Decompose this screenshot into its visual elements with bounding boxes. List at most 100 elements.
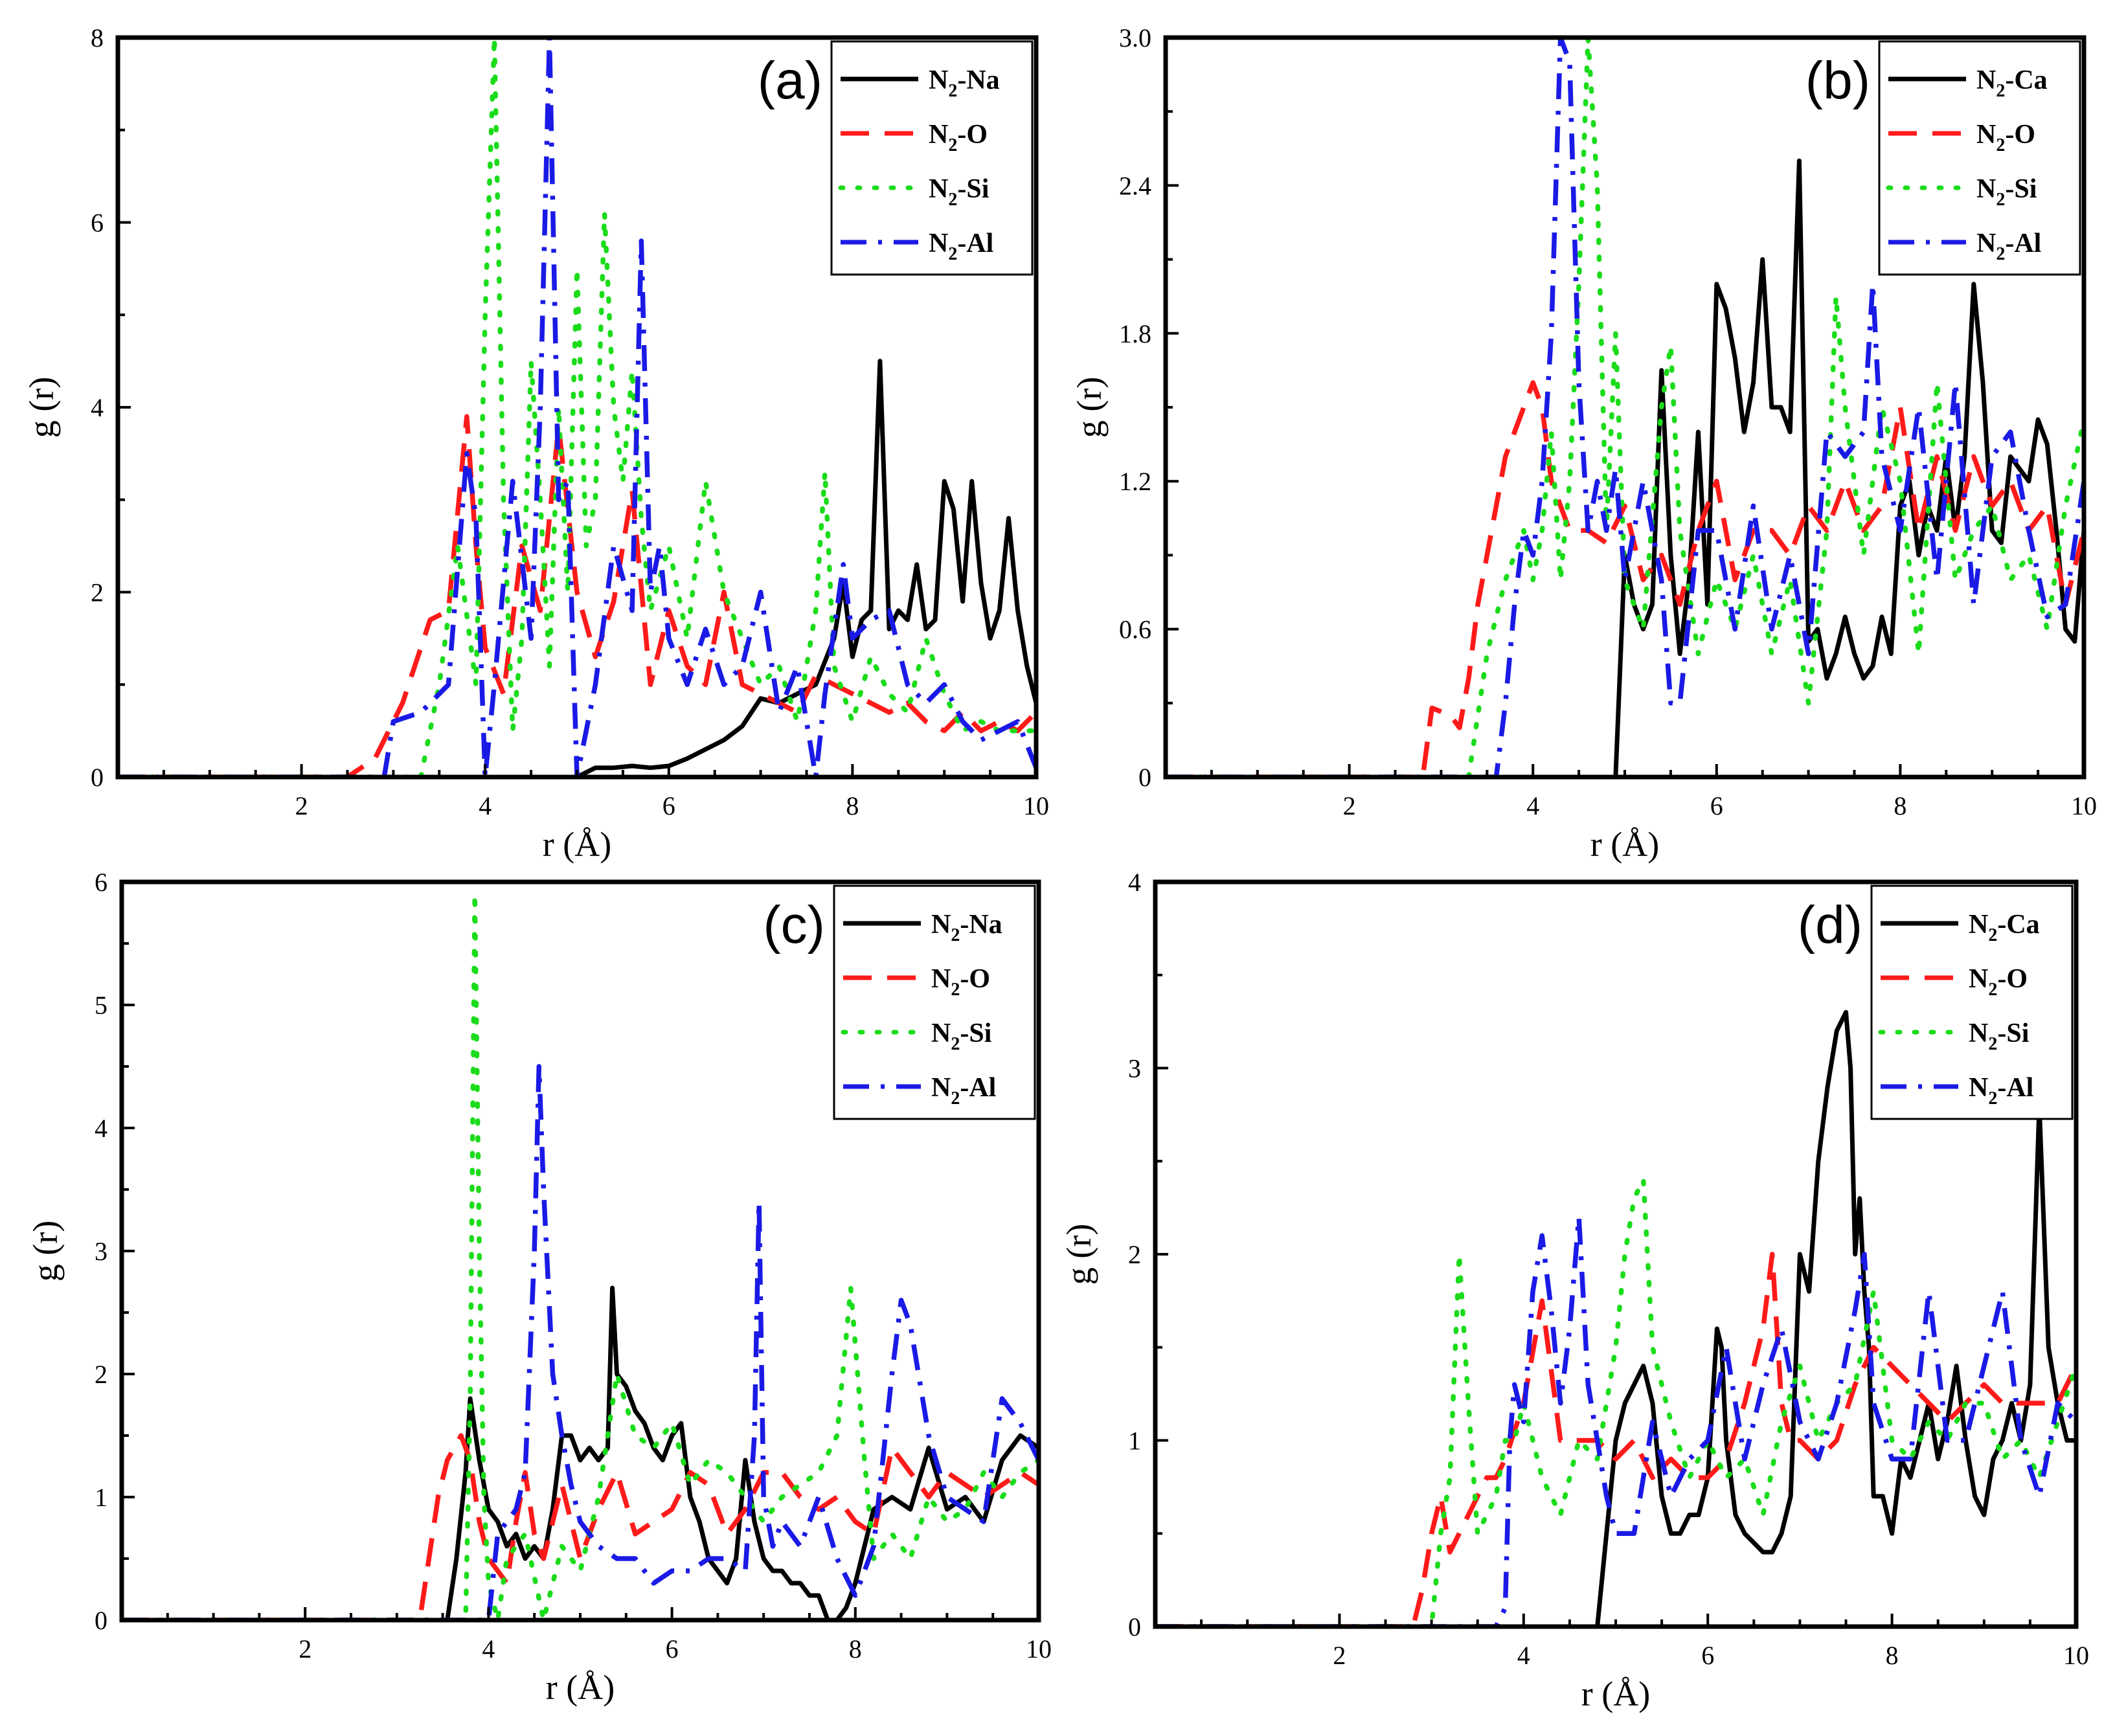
legend-label-sub: 2	[1996, 81, 2005, 101]
x-tick-label: 2	[295, 791, 308, 820]
legend-label-main: N	[931, 1019, 951, 1048]
legend-label-sub: 2	[948, 244, 957, 264]
x-tick-label: 10	[2071, 791, 2097, 820]
y-tick-label: 0	[95, 1606, 107, 1635]
legend-label-sub: 2	[1988, 925, 1997, 945]
legend-label-tail: -Si	[960, 1019, 991, 1048]
x-tick-label: 4	[482, 1634, 495, 1663]
legend-box	[830, 40, 1034, 276]
y-tick-label: 0	[91, 763, 104, 792]
series-line-n2-al	[118, 38, 1036, 777]
legend-label-n2-si: N2-Si	[1976, 174, 2037, 210]
y-tick-label: 3	[1128, 1054, 1141, 1083]
y-axis-title: g (r)	[1059, 1224, 1098, 1285]
y-tick-label: 6	[95, 868, 107, 897]
series-group	[1166, 38, 2084, 777]
legend-label-tail: -Al	[2005, 229, 2041, 258]
legend-label-tail: -Al	[1997, 1073, 2033, 1103]
legend-label-tail: -O	[1997, 964, 2028, 994]
legend-label-n2-al: N2-Al	[929, 229, 993, 264]
y-tick-label: 8	[91, 23, 104, 52]
x-axis-title: r (Å)	[546, 1668, 615, 1707]
series-group	[118, 38, 1036, 777]
series-group	[122, 892, 1039, 1620]
y-tick-label: 2	[1128, 1240, 1141, 1269]
legend-label-sub: 2	[948, 190, 957, 210]
legend-label-main: N	[1976, 65, 1996, 95]
legend-label-n2-ca: N2-Ca	[1969, 910, 2040, 945]
x-tick-label: 4	[1526, 791, 1539, 820]
y-axis-title: g (r)	[1070, 377, 1109, 438]
legend-label-main: N	[929, 174, 948, 204]
legend-label-main: N	[929, 65, 948, 95]
legend-label-n2-al: N2-Al	[1969, 1073, 2033, 1109]
legend-label-tail: -Si	[1997, 1019, 2029, 1048]
series-line-n2-ca	[1155, 1009, 2076, 1627]
x-tick-label: 8	[1894, 791, 1906, 820]
y-tick-label: 3	[95, 1237, 107, 1266]
x-tick-label: 8	[846, 791, 859, 820]
legend-label-tail: -Si	[957, 174, 989, 204]
legend-label-tail: -Ca	[2005, 65, 2047, 95]
y-tick-label: 4	[91, 393, 104, 422]
x-tick-label: 8	[1886, 1641, 1899, 1670]
legend-label-main: N	[1969, 910, 1988, 940]
y-tick-label: 2	[91, 578, 104, 607]
legend-label-main: N	[1969, 1073, 1988, 1103]
y-tick-label: 6	[91, 209, 104, 238]
legend-label-tail: -O	[960, 964, 990, 994]
series-line-n2-si	[1166, 38, 2084, 777]
x-tick-label: 2	[299, 1634, 311, 1663]
legend-label-n2-o: N2-O	[1969, 964, 2028, 1000]
x-tick-label: 4	[1517, 1641, 1530, 1670]
y-axis-title: g (r)	[22, 377, 61, 438]
legend-label-sub: 2	[948, 81, 957, 101]
x-tick-label: 6	[1710, 791, 1723, 820]
x-tick-label: 2	[1343, 791, 1356, 820]
x-tick-label: 8	[849, 1634, 862, 1663]
legend-label-sub: 2	[1988, 980, 1997, 1000]
legend-label-n2-al: N2-Al	[931, 1073, 996, 1109]
series-group	[1155, 1009, 2076, 1627]
series-line-n2-na	[118, 359, 1036, 777]
legend-label-main: N	[1976, 174, 1996, 204]
legend-label-main: N	[1976, 120, 1996, 150]
legend-label-tail: -O	[957, 120, 988, 150]
legend-label-sub: 2	[951, 980, 960, 1000]
legend-label-n2-na: N2-Na	[929, 65, 1000, 101]
panel-label: (b)	[1805, 51, 1870, 110]
x-tick-label: 10	[1023, 791, 1049, 820]
y-tick-label: 4	[1128, 868, 1141, 897]
series-line-n2-si	[1155, 1177, 2076, 1627]
legend-label-main: N	[929, 229, 948, 258]
legend-label-n2-si: N2-Si	[1969, 1019, 2030, 1054]
series-line-n2-o	[122, 1433, 1039, 1620]
x-axis-title: r (Å)	[543, 825, 611, 864]
legend-label-sub: 2	[951, 1088, 960, 1109]
legend-label-sub: 2	[1988, 1088, 1997, 1109]
legend-label-sub: 2	[951, 1034, 960, 1054]
legend-label-main: N	[929, 120, 948, 150]
legend-label-n2-o: N2-O	[931, 964, 990, 1000]
legend-label-sub: 2	[1996, 190, 2005, 210]
y-tick-label: 0	[1138, 763, 1151, 792]
legend-label-n2-al: N2-Al	[1976, 229, 2041, 264]
legend-label-tail: -Al	[957, 229, 993, 258]
legend-label-main: N	[1976, 229, 1996, 258]
legend-label-n2-si: N2-Si	[929, 174, 990, 210]
series-line-n2-o	[118, 414, 1036, 777]
y-tick-label: 1	[1128, 1426, 1141, 1456]
x-tick-label: 10	[1026, 1634, 1052, 1663]
legend-label-tail: -Na	[960, 910, 1002, 940]
legend-label-n2-ca: N2-Ca	[1976, 65, 2048, 101]
x-tick-label: 4	[479, 791, 492, 820]
legend-label-tail: -Al	[960, 1073, 996, 1103]
y-tick-label: 2.4	[1119, 171, 1151, 200]
x-tick-label: 6	[662, 791, 675, 820]
